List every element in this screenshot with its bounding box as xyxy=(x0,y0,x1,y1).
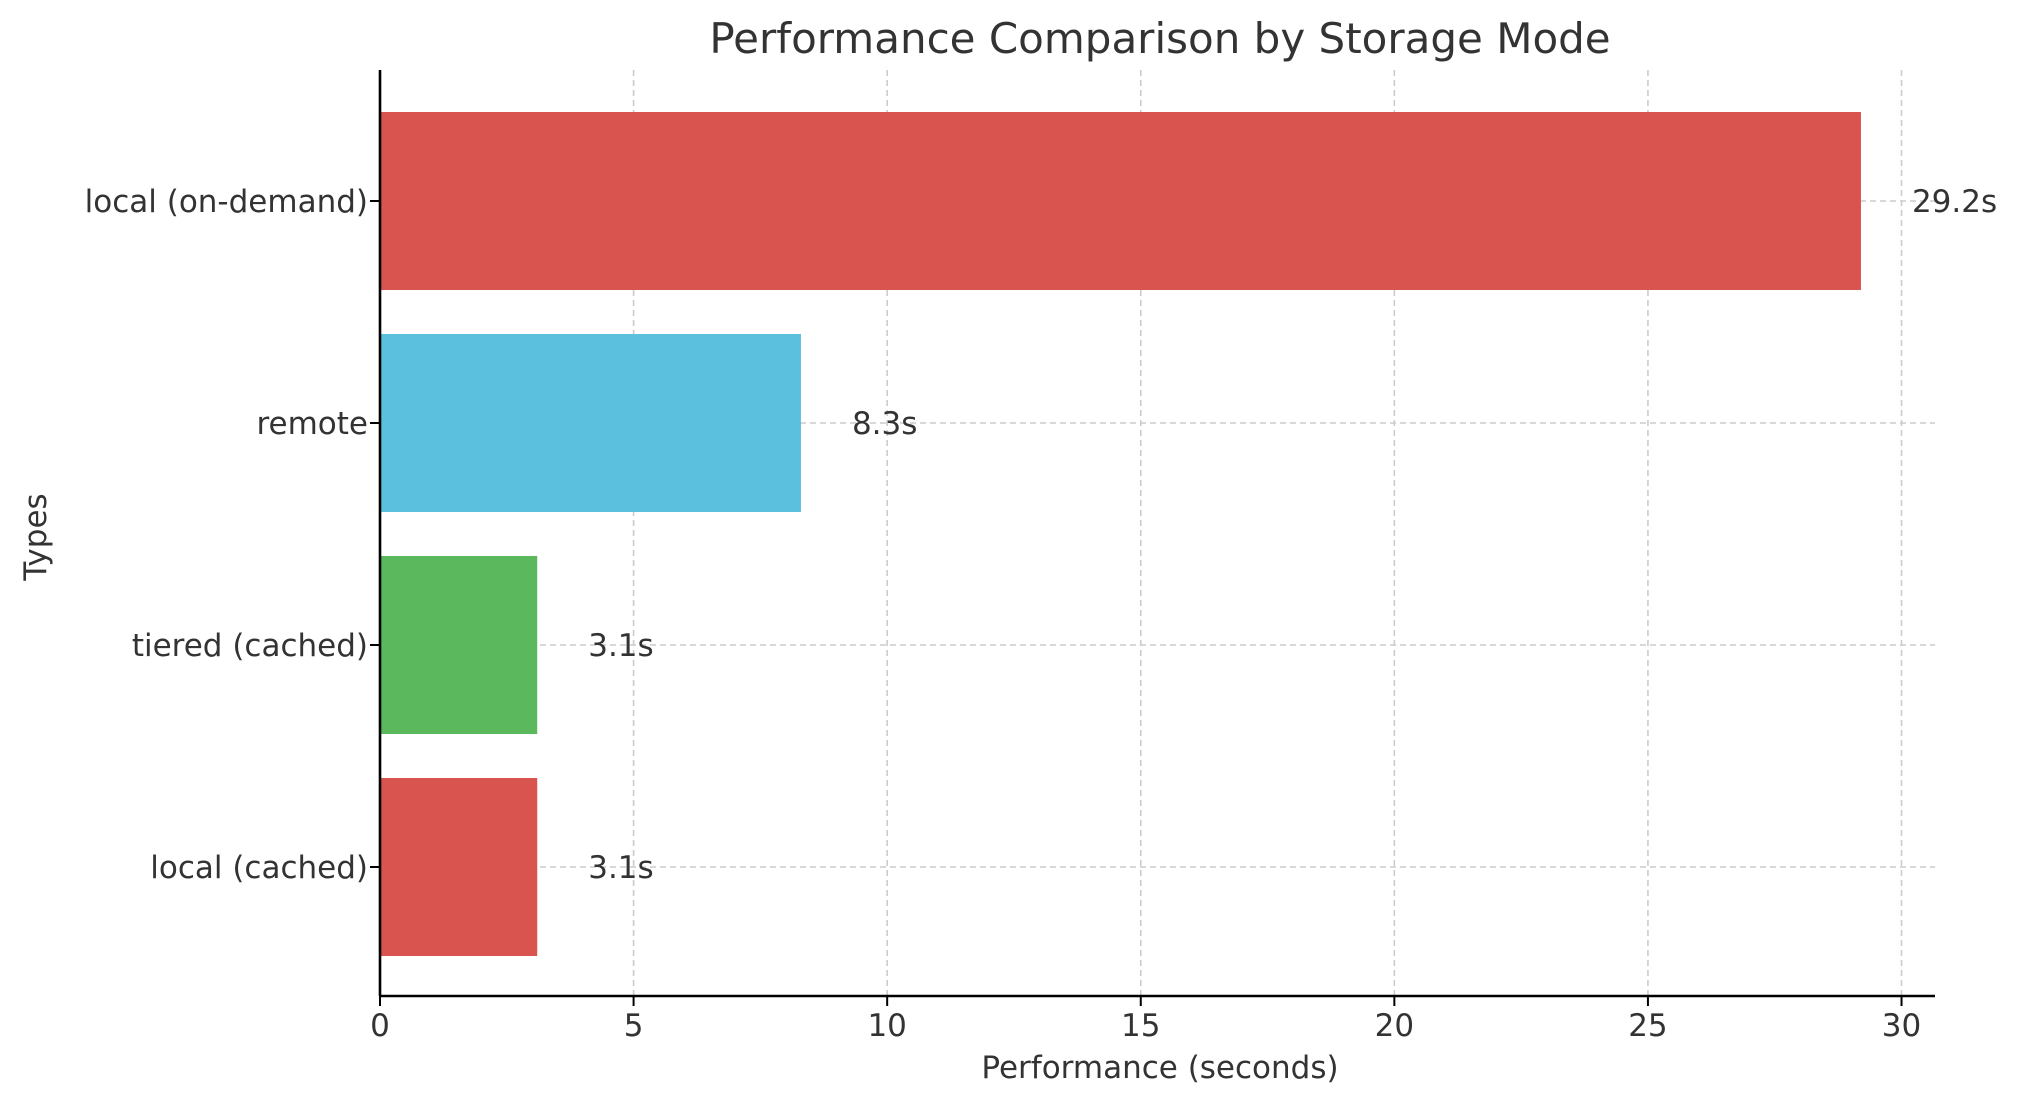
bar xyxy=(380,334,801,512)
y-tick-label: tiered (cached) xyxy=(132,628,368,664)
bar-value-label: 3.1s xyxy=(588,850,653,886)
bar xyxy=(380,112,1861,290)
bar-value-label: 3.1s xyxy=(588,628,653,664)
x-axis-label: Performance (seconds) xyxy=(981,1050,1338,1086)
chart-title: Performance Comparison by Storage Mode xyxy=(709,14,1610,63)
y-tick-label: local (cached) xyxy=(150,850,368,886)
y-tick-label: local (on-demand) xyxy=(85,184,368,220)
bar-value-label: 8.3s xyxy=(852,406,917,442)
x-tick-label: 10 xyxy=(867,1008,906,1044)
bar xyxy=(380,556,538,734)
x-tick-label: 5 xyxy=(624,1008,644,1044)
x-tick-label: 20 xyxy=(1375,1008,1414,1044)
y-axis-label: Types xyxy=(18,493,54,581)
data-labels: 3.1s 3.1s 8.3s 29.2s xyxy=(588,184,1997,886)
bars xyxy=(380,112,1861,956)
x-tick-label: 25 xyxy=(1628,1008,1667,1044)
x-tick-label: 30 xyxy=(1882,1008,1921,1044)
y-tick-label: remote xyxy=(256,406,368,442)
x-axis-ticks: 0 5 10 15 20 25 30 xyxy=(370,996,1921,1044)
x-tick-label: 15 xyxy=(1121,1008,1160,1044)
y-axis-ticks: local (cached) tiered (cached) remote local… xyxy=(85,184,380,886)
bar xyxy=(380,778,538,956)
axes xyxy=(378,70,1935,998)
x-tick-label: 0 xyxy=(370,1008,390,1044)
bar-value-label: 29.2s xyxy=(1912,184,1997,220)
